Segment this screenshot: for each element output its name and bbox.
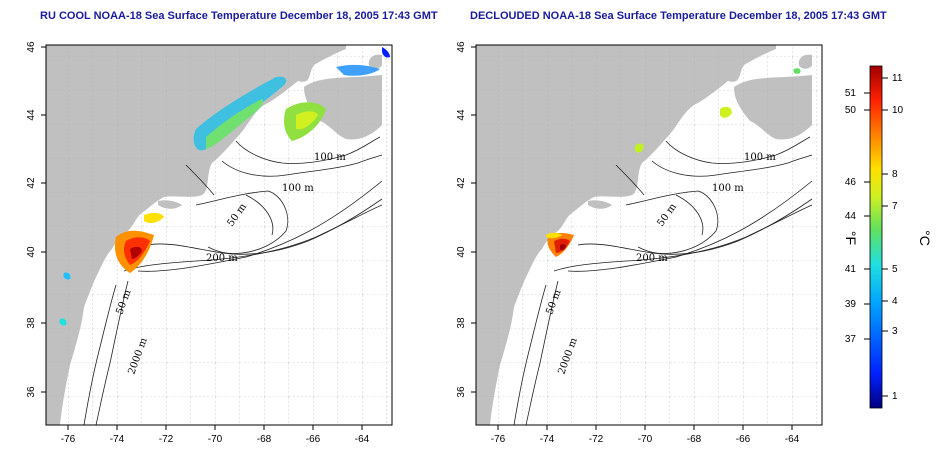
colorbar-c-tick: 4: [892, 296, 898, 307]
x-tick-label: -66: [306, 434, 321, 445]
colorbar-fahrenheit-label: °F: [843, 231, 859, 245]
map-left-frame: [45, 44, 393, 426]
y-tick-label: 44: [26, 109, 37, 121]
colorbar-c-tick: 10: [892, 105, 904, 116]
map-left: 100 m 100 m 50 m 200 m 50 m 2000 m: [45, 44, 393, 426]
contour-label: 100 m: [314, 152, 346, 163]
x-tick-label: -76: [491, 434, 506, 445]
colorbar-c-tick: 5: [892, 264, 898, 275]
colorbar: 51 50 46 44 41 39 37 11 10 8 7 5 4 3 1 °…: [843, 65, 933, 409]
colorbar-f-tick: 50: [845, 105, 857, 116]
contour-label: 100 m: [744, 152, 776, 163]
map-left-axes: -76 -74 -72 -70 -68 -66 -64 46 44 42 40 …: [26, 41, 370, 445]
y-tick-label: 36: [26, 386, 37, 398]
colorbar-c-tick: 3: [892, 326, 898, 337]
x-tick-label: -70: [208, 434, 223, 445]
x-tick-label: -66: [736, 434, 751, 445]
y-tick-label: 42: [26, 177, 37, 189]
colorbar-f-tick: 44: [845, 211, 857, 222]
colorbar-celsius-label: °C: [917, 230, 933, 246]
contour-label: 200 m: [206, 253, 238, 264]
y-tick-label: 38: [456, 317, 467, 329]
colorbar-c-tick: 1: [892, 391, 898, 402]
x-tick-label: -74: [110, 434, 125, 445]
colorbar-f-tick: 51: [845, 88, 857, 99]
x-tick-label: -72: [589, 434, 604, 445]
colorbar-f-tick: 39: [845, 299, 857, 310]
colorbar-c-tick: 8: [892, 169, 898, 180]
x-tick-label: -64: [785, 434, 800, 445]
y-tick-label: 36: [456, 386, 467, 398]
colorbar-f-tick: 41: [845, 264, 857, 275]
y-tick-label: 38: [26, 317, 37, 329]
x-tick-label: -70: [638, 434, 653, 445]
colorbar-f-tick: 37: [845, 334, 857, 345]
x-tick-label: -64: [355, 434, 370, 445]
x-tick-label: -68: [257, 434, 272, 445]
colorbar-c-tick: 7: [892, 201, 898, 212]
colorbar-gradient: [869, 65, 883, 409]
y-tick-label: 46: [26, 41, 37, 53]
colorbar-f-tick: 46: [845, 177, 857, 188]
sst-pixels-left: [59, 47, 390, 326]
map-title-left: RU COOL NOAA-18 Sea Surface Temperature …: [40, 10, 438, 22]
map-right: 100 m 100 m 50 m 200 m 50 m 2000 m: [475, 44, 823, 426]
y-tick-label: 40: [456, 246, 467, 258]
y-tick-label: 42: [456, 177, 467, 189]
contour-label: 100 m: [712, 183, 744, 194]
x-tick-label: -68: [687, 434, 702, 445]
x-tick-label: -74: [540, 434, 555, 445]
contour-label: 100 m: [282, 183, 314, 194]
y-tick-label: 40: [26, 246, 37, 258]
sst-pixels-right: [546, 68, 801, 257]
map-right-frame: [475, 44, 823, 426]
y-tick-label: 46: [456, 41, 467, 53]
colorbar-c-tick: 11: [892, 73, 903, 84]
map-title-right: DECLOUDED NOAA-18 Sea Surface Temperatur…: [470, 10, 887, 22]
contour-label: 200 m: [636, 253, 668, 264]
y-tick-label: 44: [456, 109, 467, 121]
x-tick-label: -76: [61, 434, 76, 445]
map-right-axes: -76 -74 -72 -70 -68 -66 -64 46 44 42 40 …: [456, 41, 800, 445]
x-tick-label: -72: [159, 434, 174, 445]
